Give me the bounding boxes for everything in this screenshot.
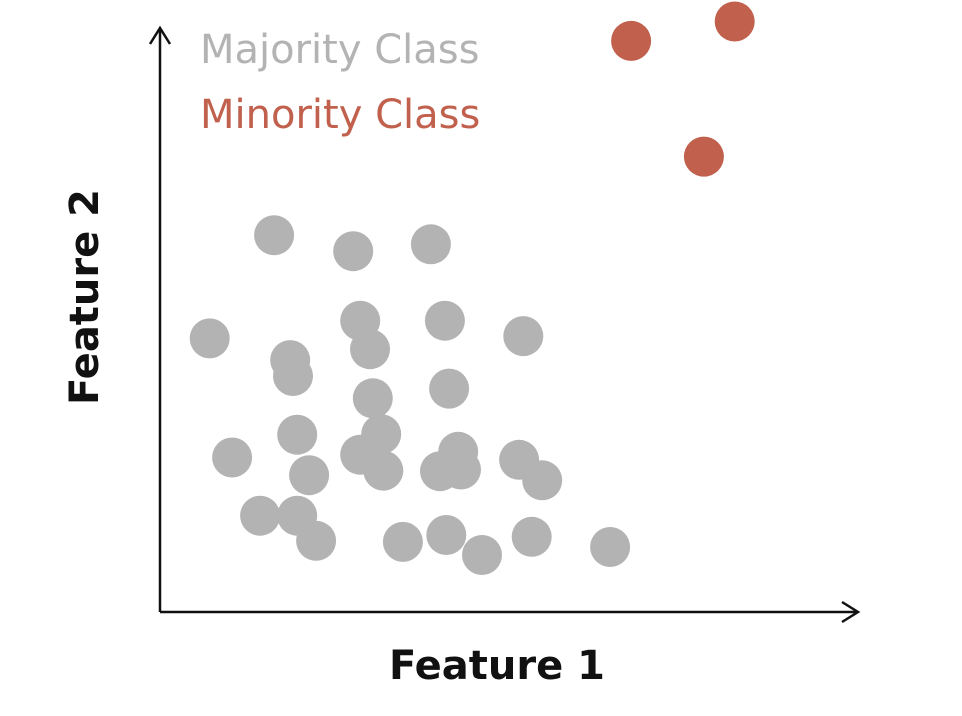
- plot-area: [189, 1, 755, 575]
- majority-class-point-2: [333, 231, 374, 272]
- majority-class-point-18: [289, 455, 330, 496]
- majority-class-point-9: [424, 300, 465, 341]
- majority-class-point-29: [462, 535, 502, 575]
- majority-class-point-13: [277, 414, 318, 455]
- x-axis-arrowhead: [841, 600, 861, 624]
- y-axis-arrowhead: [148, 25, 172, 45]
- majority-class-point-4: [189, 318, 230, 359]
- legend: Majority Class Minority Class: [200, 27, 480, 138]
- minority-class-point-2: [714, 1, 755, 42]
- majority-class-point-15: [212, 437, 253, 478]
- majority-class-points: [189, 215, 631, 575]
- majority-class-point-26: [296, 520, 337, 561]
- majority-class-point-24: [240, 495, 281, 536]
- majority-class-point-23: [522, 460, 563, 501]
- majority-class-point-21: [441, 449, 481, 490]
- minority-class-point-3: [683, 136, 724, 177]
- majority-class-point-27: [382, 521, 423, 562]
- majority-class-point-12: [429, 368, 470, 409]
- majority-class-point-11: [352, 378, 393, 419]
- x-axis-label: Feature 1: [389, 643, 605, 689]
- minority-class-points: [611, 1, 755, 177]
- y-axis-label: Feature 2: [62, 189, 108, 405]
- legend-majority-class: Majority Class: [200, 27, 479, 73]
- minority-class-point-1: [611, 20, 652, 61]
- majority-class-point-31: [590, 527, 631, 567]
- majority-class-point-8: [350, 329, 390, 370]
- majority-class-point-6: [273, 356, 313, 396]
- majority-class-point-28: [426, 515, 467, 555]
- majority-class-point-17: [363, 450, 404, 491]
- majority-class-point-3: [410, 224, 451, 265]
- majority-class-point-30: [511, 516, 552, 557]
- majority-class-point-10: [503, 316, 544, 357]
- legend-minority-class: Minority Class: [200, 92, 480, 138]
- majority-class-point-1: [254, 215, 295, 256]
